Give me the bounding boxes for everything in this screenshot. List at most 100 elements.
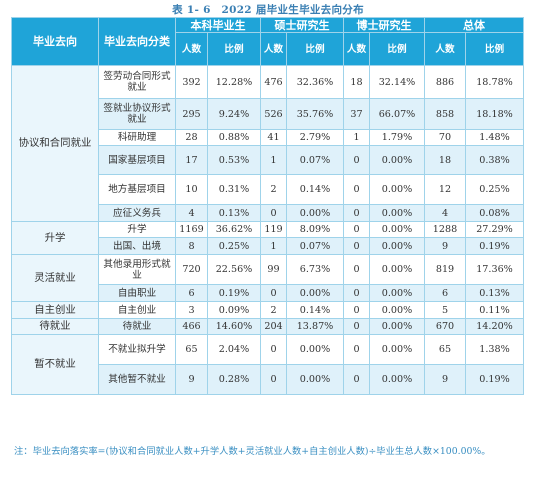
ratio-cell: 0.11% xyxy=(465,301,524,319)
table-row: 自主创业 自主创业 3 0.09% 2 0.14% 0 0.00% 5 0.11% xyxy=(11,301,524,319)
header-ratio: 比例 xyxy=(286,32,344,66)
count-cell: 1288 xyxy=(424,221,466,238)
header-ratio: 比例 xyxy=(369,32,425,66)
category-cell: 自主创业 xyxy=(98,301,176,319)
count-cell: 0 xyxy=(343,221,370,238)
count-cell: 9 xyxy=(424,237,466,255)
ratio-cell: 0.00% xyxy=(369,221,425,238)
count-cell: 0 xyxy=(343,174,370,205)
ratio-cell: 12.28% xyxy=(207,65,261,99)
count-cell: 6 xyxy=(424,284,466,302)
category-cell: 签劳动合同形式就业 xyxy=(98,65,176,99)
count-cell: 0 xyxy=(343,334,370,365)
table-row: 国家基层项目 17 0.53% 1 0.07% 0 0.00% 18 0.38% xyxy=(12,145,524,175)
count-cell: 5 xyxy=(424,301,466,319)
ratio-cell: 1.38% xyxy=(465,334,524,365)
ratio-cell: 0.09% xyxy=(207,301,261,319)
count-cell: 0 xyxy=(343,301,370,319)
ratio-cell: 0.00% xyxy=(286,364,344,395)
count-cell: 0 xyxy=(343,254,370,285)
table-row: 协议和合同就业 签劳动合同形式就业 392 12.28% 476 32.36% 18 32.1… xyxy=(11,65,524,222)
category-cell: 不就业拟升学 xyxy=(98,334,176,365)
count-cell: 720 xyxy=(175,254,208,285)
count-cell: 0 xyxy=(343,318,370,335)
header-doctor: 博士研究生 xyxy=(343,17,425,33)
table-row: 签就业协议形式就业 295 9.24% 526 35.76% 37 66.07% 858 18.… xyxy=(12,98,524,130)
ratio-cell: 0.25% xyxy=(465,174,524,205)
category-cell: 其他录用形式就业 xyxy=(98,254,176,285)
category-cell: 科研助理 xyxy=(98,129,176,146)
count-cell: 0 xyxy=(343,237,370,255)
count-cell: 37 xyxy=(343,98,370,130)
count-cell: 8 xyxy=(175,237,208,255)
count-cell: 1 xyxy=(260,237,287,255)
ratio-cell: 0.14% xyxy=(286,301,344,319)
count-cell: 2 xyxy=(260,301,287,319)
ratio-cell: 66.07% xyxy=(369,98,425,130)
ratio-cell: 0.00% xyxy=(369,145,425,175)
ratio-cell: 0.38% xyxy=(465,145,524,175)
category-cell: 升学 xyxy=(98,221,176,238)
count-cell: 3 xyxy=(175,301,208,319)
ratio-cell: 0.08% xyxy=(465,204,524,222)
header-undergrad: 本科毕业生 xyxy=(175,17,261,33)
table-row: 灵活就业 其他录用形式就业 720 22.56% 99 6.73% 0 0.00% 819 17.… xyxy=(11,254,524,302)
count-cell: 0 xyxy=(343,364,370,395)
count-cell: 119 xyxy=(260,221,287,238)
table-row: 地方基层项目 10 0.31% 2 0.14% 0 0.00% 12 0.25% xyxy=(12,174,524,205)
ratio-cell: 2.79% xyxy=(286,129,344,146)
header-category: 毕业去向分类 xyxy=(98,17,176,66)
count-cell: 466 xyxy=(175,318,208,335)
count-cell: 526 xyxy=(260,98,287,130)
count-cell: 2 xyxy=(260,174,287,205)
ratio-cell: 0.19% xyxy=(207,284,261,302)
ratio-cell: 0.13% xyxy=(465,284,524,302)
header-count: 人数 xyxy=(424,32,466,66)
ratio-cell: 32.36% xyxy=(286,65,344,99)
count-cell: 0 xyxy=(343,204,370,222)
ratio-cell: 8.09% xyxy=(286,221,344,238)
ratio-cell: 1.48% xyxy=(465,129,524,146)
ratio-cell: 27.29% xyxy=(465,221,524,238)
ratio-cell: 0.00% xyxy=(369,254,425,285)
count-cell: 28 xyxy=(175,129,208,146)
header-count: 人数 xyxy=(175,32,208,66)
table-row: 自由职业 6 0.19% 0 0.00% 0 0.00% 6 0.13% xyxy=(12,284,524,302)
count-cell: 819 xyxy=(424,254,466,285)
count-cell: 4 xyxy=(424,204,466,222)
ratio-cell: 18.18% xyxy=(465,98,524,130)
ratio-cell: 0.00% xyxy=(369,334,425,365)
ratio-cell: 0.14% xyxy=(286,174,344,205)
header-master: 硕士研究生 xyxy=(260,17,344,33)
count-cell: 9 xyxy=(424,364,466,395)
count-cell: 295 xyxy=(175,98,208,130)
header-ratio: 比例 xyxy=(207,32,261,66)
destination-cell: 升学 xyxy=(11,221,99,255)
count-cell: 18 xyxy=(343,65,370,99)
count-cell: 9 xyxy=(175,364,208,395)
count-cell: 6 xyxy=(175,284,208,302)
category-cell: 出国、出境 xyxy=(98,237,176,255)
count-cell: 0 xyxy=(343,284,370,302)
count-cell: 1 xyxy=(343,129,370,146)
ratio-cell: 0.07% xyxy=(286,237,344,255)
ratio-cell: 1.79% xyxy=(369,129,425,146)
ratio-cell: 0.28% xyxy=(207,364,261,395)
header-total: 总体 xyxy=(424,17,524,33)
count-cell: 476 xyxy=(260,65,287,99)
ratio-cell: 0.00% xyxy=(369,174,425,205)
count-cell: 670 xyxy=(424,318,466,335)
table-row: 升学 升学 1169 36.62% 119 8.09% 0 0.00% 1288 27.29% xyxy=(11,221,524,255)
ratio-cell: 0.07% xyxy=(286,145,344,175)
ratio-cell: 0.19% xyxy=(465,237,524,255)
count-cell: 70 xyxy=(424,129,466,146)
table-row: 出国、出境 8 0.25% 1 0.07% 0 0.00% 9 0.19% xyxy=(12,237,524,255)
category-cell: 地方基层项目 xyxy=(98,174,176,205)
count-cell: 41 xyxy=(260,129,287,146)
ratio-cell: 0.00% xyxy=(286,204,344,222)
category-cell: 签就业协议形式就业 xyxy=(98,98,176,130)
count-cell: 0 xyxy=(260,284,287,302)
header-ratio: 比例 xyxy=(465,32,524,66)
ratio-cell: 0.88% xyxy=(207,129,261,146)
count-cell: 0 xyxy=(260,204,287,222)
